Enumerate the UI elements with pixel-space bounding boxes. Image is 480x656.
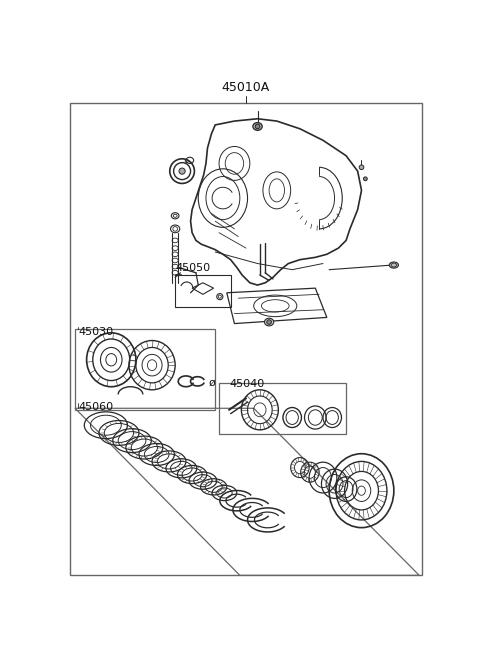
Text: 45060: 45060 bbox=[78, 402, 113, 412]
Text: 45040: 45040 bbox=[229, 379, 264, 389]
Ellipse shape bbox=[389, 262, 398, 268]
Ellipse shape bbox=[267, 319, 271, 324]
Ellipse shape bbox=[359, 165, 364, 170]
Ellipse shape bbox=[363, 177, 367, 181]
Bar bbox=[175, 275, 230, 308]
Text: ø: ø bbox=[209, 377, 216, 388]
Ellipse shape bbox=[179, 168, 185, 174]
Text: 45010A: 45010A bbox=[222, 81, 270, 94]
Ellipse shape bbox=[253, 123, 262, 131]
Text: 45030: 45030 bbox=[78, 327, 113, 337]
Ellipse shape bbox=[264, 318, 274, 326]
Ellipse shape bbox=[255, 124, 260, 129]
Text: 45050: 45050 bbox=[175, 263, 210, 273]
